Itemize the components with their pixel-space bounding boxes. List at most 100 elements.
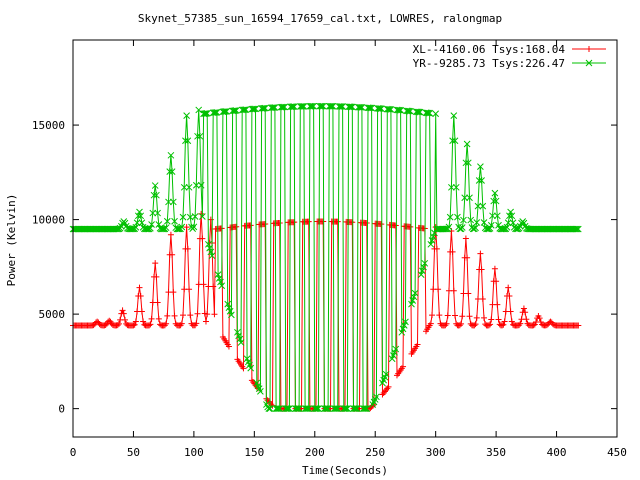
- data-point: [167, 231, 174, 238]
- data-point: [168, 168, 176, 175]
- data-point: [317, 102, 325, 110]
- data-point: [204, 311, 211, 318]
- data-point: [155, 315, 162, 322]
- data-point: [491, 189, 499, 197]
- data-point: [271, 104, 279, 111]
- data-point: [140, 318, 147, 325]
- data-point: [462, 235, 469, 242]
- data-point: [169, 251, 176, 258]
- data-point: [473, 219, 481, 226]
- data-point: [247, 364, 255, 372]
- legend-marker: [586, 46, 592, 52]
- data-point: [167, 151, 175, 159]
- data-point: [114, 225, 122, 233]
- data-point: [481, 314, 488, 321]
- data-point: [423, 109, 431, 117]
- data-point: [475, 177, 483, 184]
- data-point: [449, 248, 456, 255]
- data-point: [487, 221, 495, 229]
- data-point: [240, 106, 247, 114]
- data-point: [163, 217, 171, 225]
- data-point: [131, 321, 138, 328]
- data-point: [276, 219, 283, 226]
- data-point: [426, 109, 433, 117]
- data-point: [221, 108, 229, 115]
- data-point: [232, 107, 240, 114]
- data-point: [217, 278, 224, 286]
- data-point: [148, 315, 155, 322]
- data-point: [477, 163, 484, 171]
- data-point: [504, 219, 512, 227]
- data-point: [474, 202, 482, 210]
- data-point: [312, 405, 320, 412]
- data-point: [230, 107, 238, 115]
- data-point: [265, 405, 273, 412]
- data-point: [211, 311, 218, 318]
- data-point: [319, 102, 327, 110]
- data-point: [295, 405, 303, 412]
- data-point: [324, 405, 332, 412]
- data-point: [162, 224, 170, 232]
- data-point: [327, 102, 334, 110]
- data-point: [417, 271, 425, 278]
- data-point: [432, 110, 440, 118]
- x-tick-label: 50: [127, 446, 140, 459]
- data-point: [385, 383, 392, 390]
- data-point: [213, 109, 221, 116]
- data-point: [425, 109, 432, 117]
- data-point: [201, 110, 209, 117]
- data-point: [220, 108, 228, 116]
- data-point: [363, 220, 370, 227]
- data-point: [153, 273, 160, 280]
- data-point: [313, 405, 321, 412]
- data-point: [419, 267, 426, 275]
- data-point: [382, 370, 390, 378]
- data-point: [193, 320, 200, 327]
- data-point: [480, 219, 488, 226]
- data-point: [148, 221, 155, 228]
- data-point: [102, 321, 109, 328]
- data-point: [427, 240, 435, 248]
- x-tick-label: 450: [607, 446, 627, 459]
- data-point: [179, 213, 187, 221]
- data-point: [421, 259, 429, 267]
- data-point: [506, 293, 513, 300]
- data-point: [266, 405, 274, 412]
- data-point: [353, 405, 361, 412]
- data-point: [120, 310, 127, 317]
- data-point: [513, 225, 521, 233]
- plot-area-frame: [72, 39, 618, 438]
- data-point: [414, 108, 421, 116]
- data-point: [294, 405, 302, 412]
- data-point: [190, 223, 198, 231]
- data-point: [462, 159, 470, 167]
- data-point: [508, 212, 516, 220]
- data-point: [154, 209, 161, 217]
- data-point: [331, 405, 339, 412]
- data-point: [197, 181, 205, 189]
- data-point: [137, 293, 144, 300]
- data-point: [214, 271, 222, 278]
- data-point: [411, 289, 419, 297]
- data-point: [241, 106, 249, 114]
- data-point: [479, 202, 487, 210]
- data-point: [377, 105, 385, 113]
- data-point: [171, 217, 178, 225]
- x-tick-label: 350: [486, 446, 506, 459]
- data-point: [572, 225, 580, 233]
- data-point: [520, 305, 527, 312]
- data-point: [490, 197, 498, 205]
- data-point: [247, 222, 254, 229]
- data-point: [394, 106, 402, 114]
- data-point: [233, 223, 240, 230]
- data-point: [166, 168, 174, 175]
- data-point: [342, 405, 350, 412]
- data-point: [376, 105, 384, 112]
- data-point: [405, 107, 413, 115]
- data-point: [315, 405, 322, 412]
- data-point: [338, 103, 345, 110]
- data-point: [228, 311, 235, 319]
- data-point: [289, 103, 297, 111]
- data-point: [574, 225, 582, 233]
